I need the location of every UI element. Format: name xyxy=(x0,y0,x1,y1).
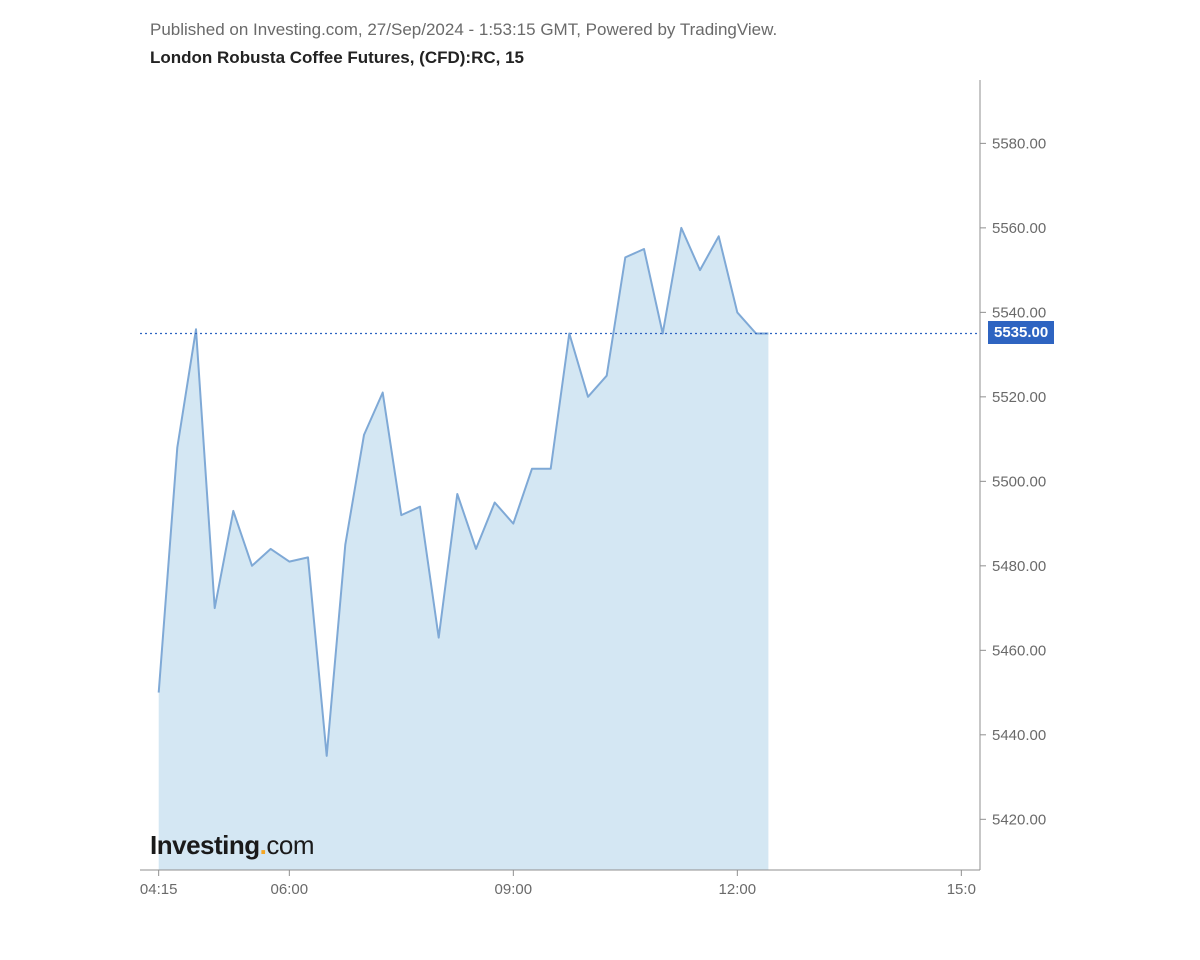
svg-text:5520.00: 5520.00 xyxy=(992,389,1046,406)
svg-text:04:15: 04:15 xyxy=(140,881,177,898)
chart-title: London Robusta Coffee Futures, (CFD):RC,… xyxy=(150,48,777,68)
svg-text:09:00: 09:00 xyxy=(495,881,533,898)
svg-text:5440.00: 5440.00 xyxy=(992,727,1046,744)
svg-text:06:00: 06:00 xyxy=(271,881,309,898)
chart-header: Published on Investing.com, 27/Sep/2024 … xyxy=(150,20,777,68)
svg-text:5480.00: 5480.00 xyxy=(992,558,1046,575)
svg-text:5540.00: 5540.00 xyxy=(992,304,1046,321)
svg-text:5500.00: 5500.00 xyxy=(992,473,1046,490)
svg-text:5420.00: 5420.00 xyxy=(992,811,1046,828)
logo-text-prefix: Investing xyxy=(150,830,260,860)
chart-container: 5420.00 5440.00 5460.00 5480.00 5500.00 5520.… xyxy=(140,80,1060,910)
current-price-value: 5535.00 xyxy=(994,324,1048,341)
current-price-badge: 5535.00 xyxy=(988,321,1054,344)
page-root: Published on Investing.com, 27/Sep/2024 … xyxy=(0,0,1200,960)
svg-text:15:0: 15:0 xyxy=(947,881,976,898)
svg-text:5580.00: 5580.00 xyxy=(992,135,1046,152)
svg-text:5560.00: 5560.00 xyxy=(992,220,1046,237)
published-line: Published on Investing.com, 27/Sep/2024 … xyxy=(150,20,777,40)
logo-text-suffix: com xyxy=(266,830,314,860)
svg-text:5460.00: 5460.00 xyxy=(992,642,1046,659)
price-chart[interactable]: 5420.00 5440.00 5460.00 5480.00 5500.00 5520.… xyxy=(140,80,1060,910)
investing-logo: Investing.com xyxy=(150,830,314,861)
svg-text:12:00: 12:00 xyxy=(719,881,757,898)
